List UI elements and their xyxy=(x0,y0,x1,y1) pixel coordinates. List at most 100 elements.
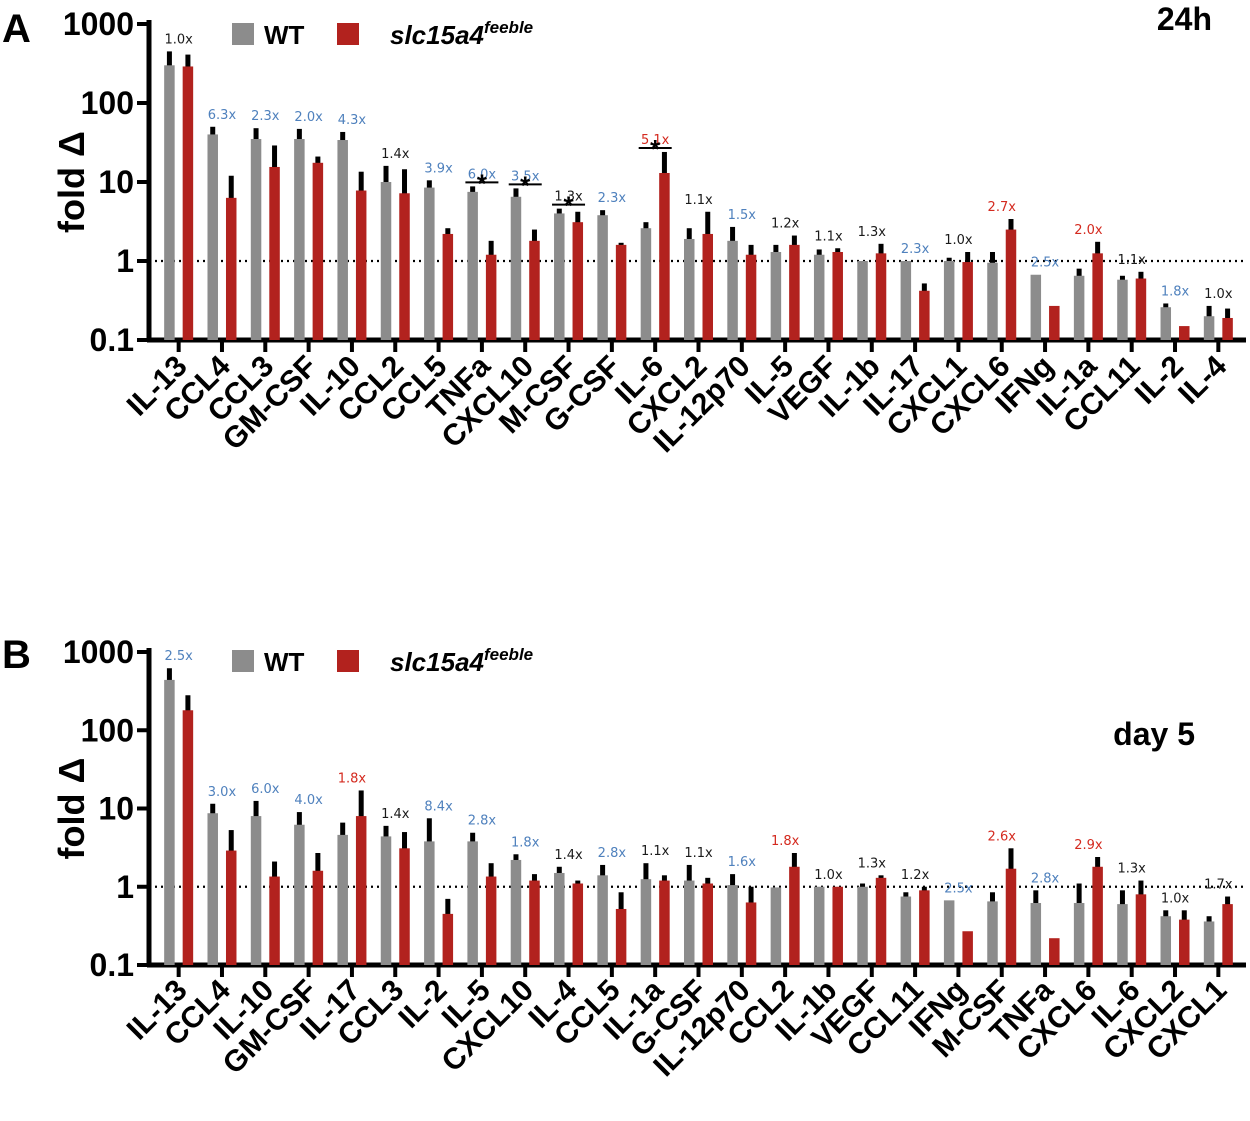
y-tick-label: 1 xyxy=(116,869,134,905)
mutant-bar xyxy=(745,254,757,340)
wt-bar xyxy=(164,65,175,340)
fold-change-label: 2.3x xyxy=(598,191,627,206)
panel-letter: B xyxy=(2,633,31,677)
mutant-bar xyxy=(702,883,713,965)
y-tick-label: 100 xyxy=(81,85,134,121)
significance-star: * xyxy=(650,134,661,164)
fold-change-label: 5.1x xyxy=(641,133,670,148)
fold-change-label: 2.8x xyxy=(468,814,497,829)
mutant-bar xyxy=(312,162,324,340)
wt-error-bar xyxy=(210,126,216,136)
mutant-error-bar xyxy=(358,171,364,192)
mutant-error-bar xyxy=(1138,271,1144,280)
legend-mutant-superscript: feeble xyxy=(484,18,533,37)
mutant-bar xyxy=(1049,938,1060,965)
fold-change-label: 1.8x xyxy=(771,834,800,849)
mutant-error-bar xyxy=(965,251,971,264)
legend-swatch-wt xyxy=(232,23,254,45)
mutant-error-bar xyxy=(228,830,234,852)
y-axis-label: fold Δ xyxy=(51,131,92,233)
fold-change-label: 2.5x xyxy=(944,881,973,896)
wt-error-bar xyxy=(600,210,606,217)
wt-bar xyxy=(1030,902,1042,965)
mutant-error-bar xyxy=(618,242,624,246)
fold-change-label: 1.0x xyxy=(164,32,193,47)
significance-star: * xyxy=(520,170,531,200)
mutant-bar xyxy=(269,166,280,340)
fold-change-label: 1.0x xyxy=(944,233,973,248)
fold-change-label: 1.0x xyxy=(1161,891,1190,906)
wt-error-bar xyxy=(643,222,649,230)
wt-bar xyxy=(294,824,305,965)
mutant-error-bar xyxy=(315,156,321,164)
fold-change-label: 6.0x xyxy=(251,782,280,797)
wt-bar xyxy=(467,191,478,340)
mutant-bar xyxy=(1179,326,1190,340)
mutant-bar xyxy=(1005,868,1017,965)
mutant-error-bar xyxy=(488,863,494,878)
legend-mutant-superscript: feeble xyxy=(484,645,533,664)
fold-change-label: 1.3x xyxy=(858,856,887,871)
fold-change-label: 3.9x xyxy=(424,161,453,176)
mutant-bar xyxy=(615,908,627,965)
fold-change-label: 4.0x xyxy=(294,793,323,808)
wt-error-bar xyxy=(383,165,389,183)
mutant-error-bar xyxy=(705,211,711,235)
wt-error-bar xyxy=(210,803,216,815)
mutant-bar xyxy=(615,244,627,340)
wt-bar xyxy=(684,238,695,340)
mutant-bar xyxy=(442,233,454,340)
mutant-error-bar xyxy=(575,211,581,224)
mutant-bar xyxy=(789,244,800,340)
mutant-bar xyxy=(572,222,584,340)
fold-change-label: 2.0x xyxy=(294,110,323,125)
wt-bar xyxy=(1073,275,1085,340)
wt-error-bar xyxy=(340,822,346,836)
mutant-error-bar xyxy=(661,875,667,882)
wt-bar xyxy=(727,240,738,340)
mutant-bar xyxy=(962,262,973,340)
mutant-bar xyxy=(225,197,237,340)
wt-bar xyxy=(987,901,998,965)
wt-error-bar xyxy=(1076,268,1082,277)
fold-change-label: 1.0x xyxy=(814,868,843,883)
wt-error-bar xyxy=(1206,305,1212,318)
wt-error-bar xyxy=(946,257,952,262)
mutant-bar xyxy=(355,190,367,340)
mutant-error-bar xyxy=(1095,856,1101,868)
wt-error-bar xyxy=(686,864,692,882)
y-tick-label: 1000 xyxy=(63,634,134,670)
fold-change-label: 1.2x xyxy=(771,217,800,232)
wt-error-bar xyxy=(1163,910,1169,918)
mutant-error-bar xyxy=(445,898,451,915)
mutant-bar xyxy=(832,251,843,340)
wt-bar xyxy=(250,139,262,340)
fold-change-label: 2.0x xyxy=(1074,223,1103,238)
mutant-bar xyxy=(1222,904,1233,965)
fold-change-label: 1.4x xyxy=(381,147,410,162)
legend-swatch-wt xyxy=(232,650,254,672)
fold-change-label: 2.8x xyxy=(598,846,627,861)
fold-change-label: 1.8x xyxy=(511,835,540,850)
wt-bar xyxy=(207,813,218,965)
mutant-bar xyxy=(659,172,670,340)
mutant-error-bar xyxy=(531,229,537,242)
mutant-error-bar xyxy=(402,169,408,195)
legend-swatch-mutant xyxy=(337,23,359,45)
mutant-error-bar xyxy=(791,852,797,868)
mutant-bar xyxy=(1005,229,1017,340)
y-tick-label: 10 xyxy=(98,791,134,827)
fold-change-label: 1.3x xyxy=(858,225,887,240)
wt-error-bar xyxy=(643,863,649,881)
mutant-error-bar xyxy=(1008,848,1014,870)
mutant-error-bar xyxy=(488,240,494,256)
wt-error-bar xyxy=(166,668,172,681)
mutant-bar xyxy=(745,902,757,965)
mutant-bar xyxy=(1092,866,1103,965)
fold-change-label: 1.7x xyxy=(1204,878,1233,893)
wt-bar xyxy=(1117,279,1128,340)
legend-mutant-base: slc15a4 xyxy=(390,647,485,677)
mutant-bar xyxy=(485,254,497,340)
wt-error-bar xyxy=(556,208,562,215)
